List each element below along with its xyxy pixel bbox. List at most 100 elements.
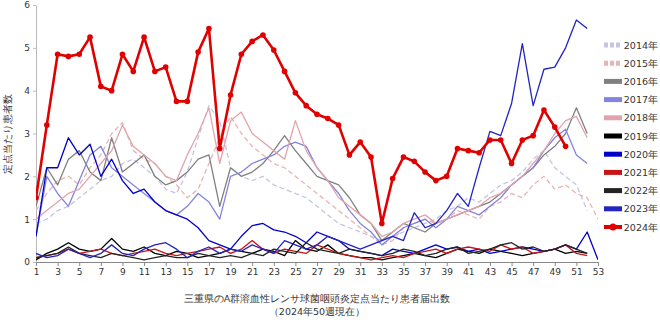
y-tick-mark xyxy=(33,48,36,49)
point-marker xyxy=(206,26,212,32)
point-marker xyxy=(487,137,493,143)
y-tick-mark xyxy=(33,176,36,177)
x-tick: 21 xyxy=(247,262,258,277)
y-axis: 0123456 xyxy=(24,0,36,267)
y-tick-mark xyxy=(33,5,36,6)
x-tick-label: 15 xyxy=(182,267,193,277)
x-tick-label: 27 xyxy=(312,267,323,277)
x-tick-mark xyxy=(339,262,340,266)
x-axis: 1357911131517192123252729313335373941434… xyxy=(34,262,605,277)
point-marker xyxy=(368,154,374,160)
x-tick-label: 3 xyxy=(55,267,61,277)
x-tick-mark xyxy=(144,262,145,266)
point-marker xyxy=(401,154,407,160)
y-tick: 5 xyxy=(24,43,36,53)
point-marker xyxy=(195,49,201,55)
legend-label[interactable]: 2015年 xyxy=(624,58,658,69)
legend-label[interactable]: 2022年 xyxy=(624,185,658,196)
y-tick: 1 xyxy=(24,215,36,225)
legend-swatch[interactable] xyxy=(604,134,622,139)
legend-swatch[interactable] xyxy=(604,188,622,193)
legend-swatch[interactable] xyxy=(604,61,622,66)
x-tick: 11 xyxy=(139,262,150,277)
subtitle: （2024年50週現在） xyxy=(269,306,365,317)
legend-label[interactable]: 2021年 xyxy=(624,167,658,178)
point-marker xyxy=(455,146,461,152)
point-marker xyxy=(87,34,93,40)
x-tick-mark xyxy=(101,262,102,266)
x-tick-mark xyxy=(79,262,80,266)
x-tick-mark xyxy=(317,262,318,266)
x-tick-mark xyxy=(274,262,275,266)
x-tick-mark xyxy=(512,262,513,266)
x-tick: 43 xyxy=(485,262,496,277)
x-tick-mark xyxy=(187,262,188,266)
point-marker xyxy=(44,122,50,128)
point-marker xyxy=(249,39,255,45)
x-tick: 31 xyxy=(355,262,366,277)
legend-label[interactable]: 2024年 xyxy=(624,222,658,233)
x-tick-label: 19 xyxy=(225,267,237,277)
x-tick: 49 xyxy=(550,262,562,277)
x-tick: 5 xyxy=(77,262,83,277)
x-tick: 35 xyxy=(398,262,409,277)
point-marker xyxy=(303,103,309,109)
point-marker xyxy=(357,139,363,145)
title: 三重県のA群溶血性レンサ球菌咽頭炎定点当たり患者届出数 xyxy=(184,293,451,304)
legend-swatch[interactable] xyxy=(604,115,622,120)
legend-swatch[interactable] xyxy=(604,97,622,102)
y-tick-label: 2 xyxy=(24,172,30,182)
x-tick-label: 45 xyxy=(506,267,517,277)
x-tick: 27 xyxy=(312,262,323,277)
point-marker xyxy=(476,150,482,156)
legend-swatch[interactable] xyxy=(604,152,622,157)
series-line xyxy=(36,20,587,258)
x-tick: 51 xyxy=(571,262,582,277)
x-tick: 23 xyxy=(269,262,280,277)
x-tick-mark xyxy=(360,262,361,266)
series-line xyxy=(36,243,587,260)
y-tick: 6 xyxy=(24,0,36,10)
legend-label[interactable]: 2019年 xyxy=(624,131,658,142)
legend-swatch[interactable] xyxy=(604,170,622,175)
point-marker xyxy=(541,107,547,113)
legend-marker[interactable] xyxy=(610,224,617,231)
legend-label[interactable]: 2023年 xyxy=(624,203,658,214)
point-marker xyxy=(336,122,342,128)
x-tick: 1 xyxy=(34,262,40,277)
x-tick-mark xyxy=(533,262,534,266)
point-marker xyxy=(163,64,169,70)
point-marker xyxy=(228,92,234,98)
legend-label[interactable]: 2020年 xyxy=(624,149,658,160)
y-tick-label: 6 xyxy=(24,0,30,10)
x-tick: 37 xyxy=(420,262,431,277)
x-tick-label: 43 xyxy=(485,267,496,277)
x-tick-mark xyxy=(295,262,296,266)
x-tick-label: 31 xyxy=(355,267,366,277)
legend-label[interactable]: 2017年 xyxy=(624,94,658,105)
x-tick-mark xyxy=(36,262,37,266)
legend-label[interactable]: 2018年 xyxy=(624,112,658,123)
y-tick: 4 xyxy=(24,86,36,96)
point-marker xyxy=(98,84,104,90)
y-tick: 0 xyxy=(24,257,36,267)
x-tick-mark xyxy=(447,262,448,266)
legend-swatch[interactable] xyxy=(604,43,622,48)
point-marker xyxy=(390,176,396,182)
legend-swatch[interactable] xyxy=(604,79,622,84)
x-tick: 9 xyxy=(120,262,126,277)
x-tick-label: 21 xyxy=(247,267,258,277)
y-tick-mark xyxy=(33,219,36,220)
point-marker xyxy=(120,51,126,57)
y-tick-label: 1 xyxy=(24,215,30,225)
x-tick: 39 xyxy=(441,262,453,277)
point-marker xyxy=(271,47,277,53)
x-tick: 53 xyxy=(593,262,604,277)
x-tick-mark xyxy=(122,262,123,266)
point-marker xyxy=(239,51,245,57)
legend-swatch[interactable] xyxy=(604,206,622,211)
point-marker xyxy=(444,174,450,180)
legend-label[interactable]: 2016年 xyxy=(624,76,658,87)
x-tick-label: 11 xyxy=(139,267,150,277)
legend-label[interactable]: 2014年 xyxy=(624,40,658,51)
